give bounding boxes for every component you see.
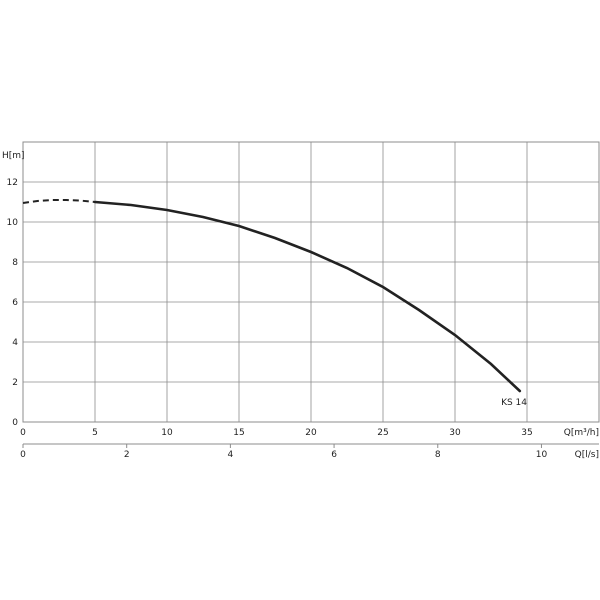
y-tick-label: 12 <box>7 178 18 188</box>
x2-tick-label: 4 <box>228 450 234 460</box>
x-tick-label: 10 <box>161 428 173 438</box>
x-tick-label: 5 <box>92 428 98 438</box>
secondary-x-axis-ticks: 0 2 4 6 8 10 <box>20 444 547 460</box>
y-axis-label: H[m] <box>2 151 25 161</box>
grid <box>23 142 599 422</box>
x-axis-ticks: 0 5 10 15 20 25 30 35 <box>20 428 533 438</box>
x2-tick-label: 10 <box>536 450 548 460</box>
series-line <box>93 200 522 393</box>
x-axis-label: Q[m³/h] <box>564 428 599 438</box>
x2-tick-label: 8 <box>435 450 441 460</box>
x-tick-label: 0 <box>20 428 26 438</box>
y-tick-label: 0 <box>12 418 18 428</box>
x-tick-label: 30 <box>449 428 461 438</box>
secondary-x-axis-label: Q[l/s] <box>575 450 599 460</box>
y-tick-label: 4 <box>12 338 18 348</box>
series-line-dashed <box>22 199 96 204</box>
x2-tick-label: 0 <box>20 450 26 460</box>
y-axis-ticks: 0 2 4 6 8 10 12 <box>7 178 19 428</box>
y-tick-label: 2 <box>12 378 18 388</box>
y-tick-label: 10 <box>7 218 19 228</box>
y-tick-label: 8 <box>12 258 18 268</box>
x2-tick-label: 2 <box>124 450 130 460</box>
x-tick-label: 25 <box>377 428 388 438</box>
x-tick-label: 20 <box>305 428 317 438</box>
series-label: KS 14 <box>501 398 527 408</box>
x-tick-label: 35 <box>521 428 532 438</box>
plot-frame <box>22 141 600 423</box>
y-tick-label: 6 <box>12 298 18 308</box>
x-tick-label: 15 <box>233 428 244 438</box>
x2-tick-label: 6 <box>331 450 337 460</box>
